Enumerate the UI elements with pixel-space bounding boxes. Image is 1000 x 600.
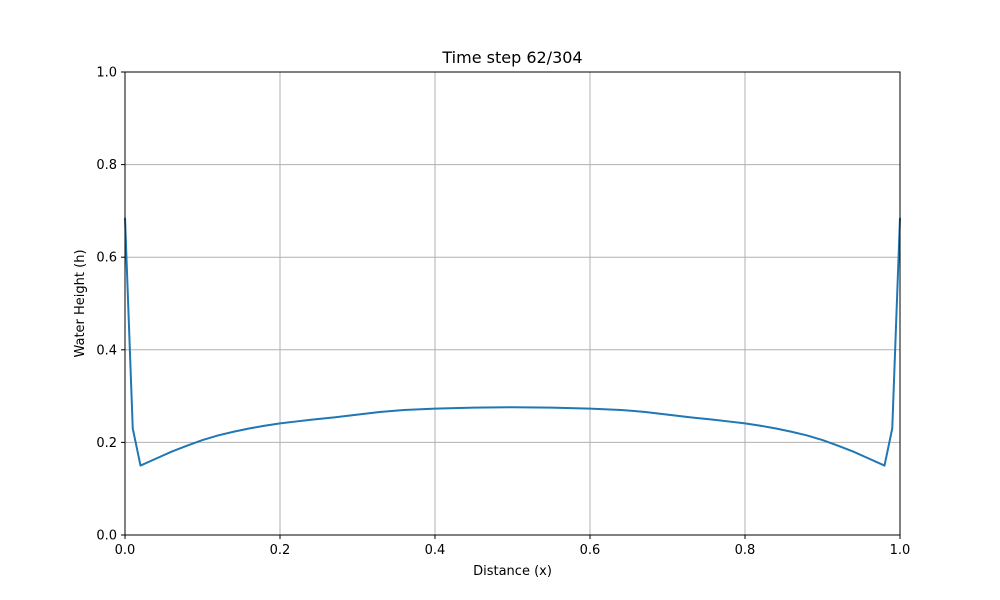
x-tick-label: 0.8	[735, 543, 756, 558]
axes-frame	[124, 71, 901, 536]
y-tick-label: 0.2	[96, 436, 117, 451]
y-tick-label: 1.0	[96, 66, 117, 81]
series-line-group	[124, 217, 901, 467]
y-axis-label: Water Height (h)	[73, 249, 88, 357]
chart-title: Time step 62/304	[441, 48, 582, 67]
y-tick-label: 0.0	[96, 529, 117, 544]
x-tick-label: 0.6	[580, 543, 601, 558]
x-tick-label: 0.4	[425, 543, 446, 558]
x-tick-label: 0.0	[115, 543, 136, 558]
x-axis-label: Distance (x)	[473, 564, 552, 579]
y-tick-label: 0.6	[96, 251, 117, 266]
y-tick-label: 0.4	[96, 343, 117, 358]
x-tick-label: 1.0	[890, 543, 911, 558]
ticks: 0.0 0.2 0.4 0.6 0.8 1.0 0.0 0.2 0.4 0.6 0.8 1.0	[96, 66, 910, 559]
x-tick-label: 0.2	[270, 543, 291, 558]
y-tick-label: 0.8	[96, 158, 117, 173]
series-line	[124, 217, 901, 467]
